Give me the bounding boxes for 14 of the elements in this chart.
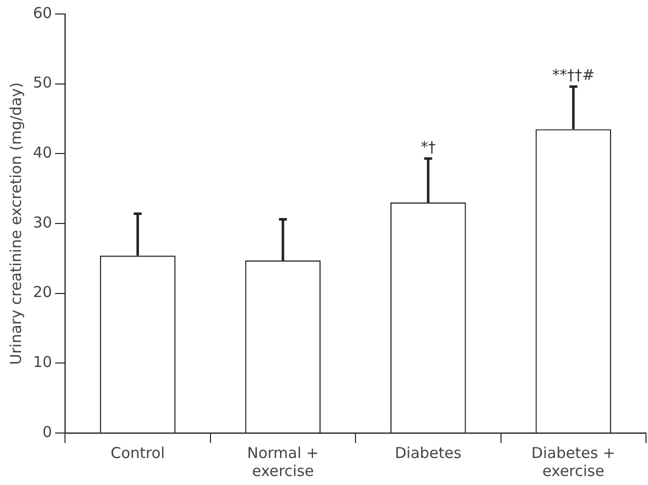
- y-tick-label: 10: [32, 353, 52, 372]
- y-tick-label: 0: [42, 422, 52, 441]
- annotation: *†: [420, 138, 436, 156]
- x-tick-label: Control: [110, 444, 165, 462]
- x-tick-label: Diabetes + exercise: [531, 444, 616, 480]
- y-tick-label: 20: [32, 283, 52, 302]
- y-tick-label: 50: [32, 74, 52, 92]
- y-tick-label: 30: [32, 213, 52, 232]
- x-tick-label: Normal + exercise: [247, 444, 319, 480]
- y-tick-label: 60: [32, 4, 52, 22]
- y-tick-label: 40: [32, 144, 52, 162]
- x-tick-label: Diabetes: [394, 444, 462, 462]
- y-axis-title: Urinary creatinine excretion (mg/day): [6, 82, 25, 365]
- annotation: **††#: [552, 66, 595, 84]
